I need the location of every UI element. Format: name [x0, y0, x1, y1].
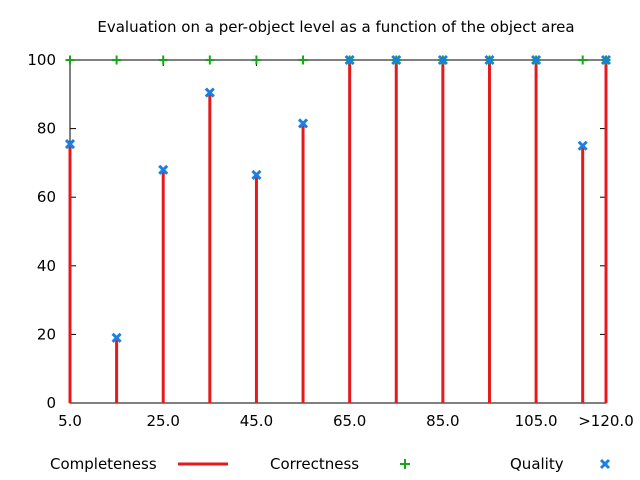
quality-point: [484, 54, 495, 66]
quality-point: [437, 54, 448, 66]
quality-point: [111, 332, 122, 343]
quality-point: [297, 118, 309, 129]
quality-point: [577, 140, 588, 151]
quality-point: [251, 169, 262, 180]
x-tick-label: 65.0: [333, 412, 366, 430]
y-tick-label: 20: [37, 325, 56, 343]
quality-point-b: [297, 118, 309, 129]
quality-point-b: [391, 54, 402, 66]
x-tick-label: 45.0: [240, 412, 273, 430]
legend-label-quality: Quality: [510, 455, 564, 473]
y-tick-label: 60: [37, 188, 56, 206]
legend-label-completeness: Completeness: [50, 455, 157, 473]
x-tick-label: 85.0: [426, 412, 459, 430]
chart-title: Evaluation on a per-object level as a fu…: [97, 18, 574, 36]
y-axis: 0 20 40 60 80 100: [27, 51, 606, 412]
quality-point: [600, 54, 612, 66]
correctness-point: [251, 55, 261, 65]
correctness-point: [65, 55, 75, 65]
series-layer: [64, 54, 612, 403]
quality-point-b: [344, 54, 355, 66]
legend-swatch-quality: [599, 458, 611, 470]
correctness-point: [112, 55, 122, 65]
quality-point: [204, 87, 215, 98]
quality-point-b: [577, 140, 588, 151]
correctness-point: [158, 55, 168, 65]
quality-point-b: [531, 54, 542, 66]
quality-point-b: [251, 169, 262, 180]
x-tick-label: 25.0: [147, 412, 180, 430]
correctness-point: [578, 55, 588, 65]
plot-frame: [69, 59, 607, 404]
y-tick-label: 0: [46, 394, 56, 412]
x-axis: 5.0 25.0 45.0 65.0 85.0 105.0 >120.0: [58, 60, 634, 430]
quality-point-b: [158, 164, 169, 175]
legend-label-correctness: Correctness: [270, 455, 359, 473]
quality-point-b: [111, 332, 122, 343]
legend-swatch-correctness: [400, 459, 410, 469]
correctness-point: [205, 55, 215, 65]
quality-point: [344, 54, 355, 66]
correctness-point: [298, 55, 308, 65]
quality-point: [64, 138, 76, 150]
x-tick-label: >120.0: [578, 412, 634, 430]
y-tick-label: 80: [37, 120, 56, 138]
quality-point: [531, 54, 542, 66]
y-tick-label: 40: [37, 257, 56, 275]
quality-point-b: [64, 138, 76, 150]
quality-point-b: [600, 54, 612, 66]
quality-point-b: [437, 54, 448, 66]
x-tick-label: 5.0: [58, 412, 82, 430]
quality-point-b: [484, 54, 495, 66]
y-tick-label: 100: [27, 51, 56, 69]
plot-border: [69, 59, 607, 404]
quality-point-b: [204, 87, 215, 98]
quality-point: [158, 164, 169, 175]
legend: Completeness Correctness Quality: [50, 455, 611, 473]
x-tick-label: 105.0: [515, 412, 558, 430]
quality-point: [391, 54, 402, 66]
